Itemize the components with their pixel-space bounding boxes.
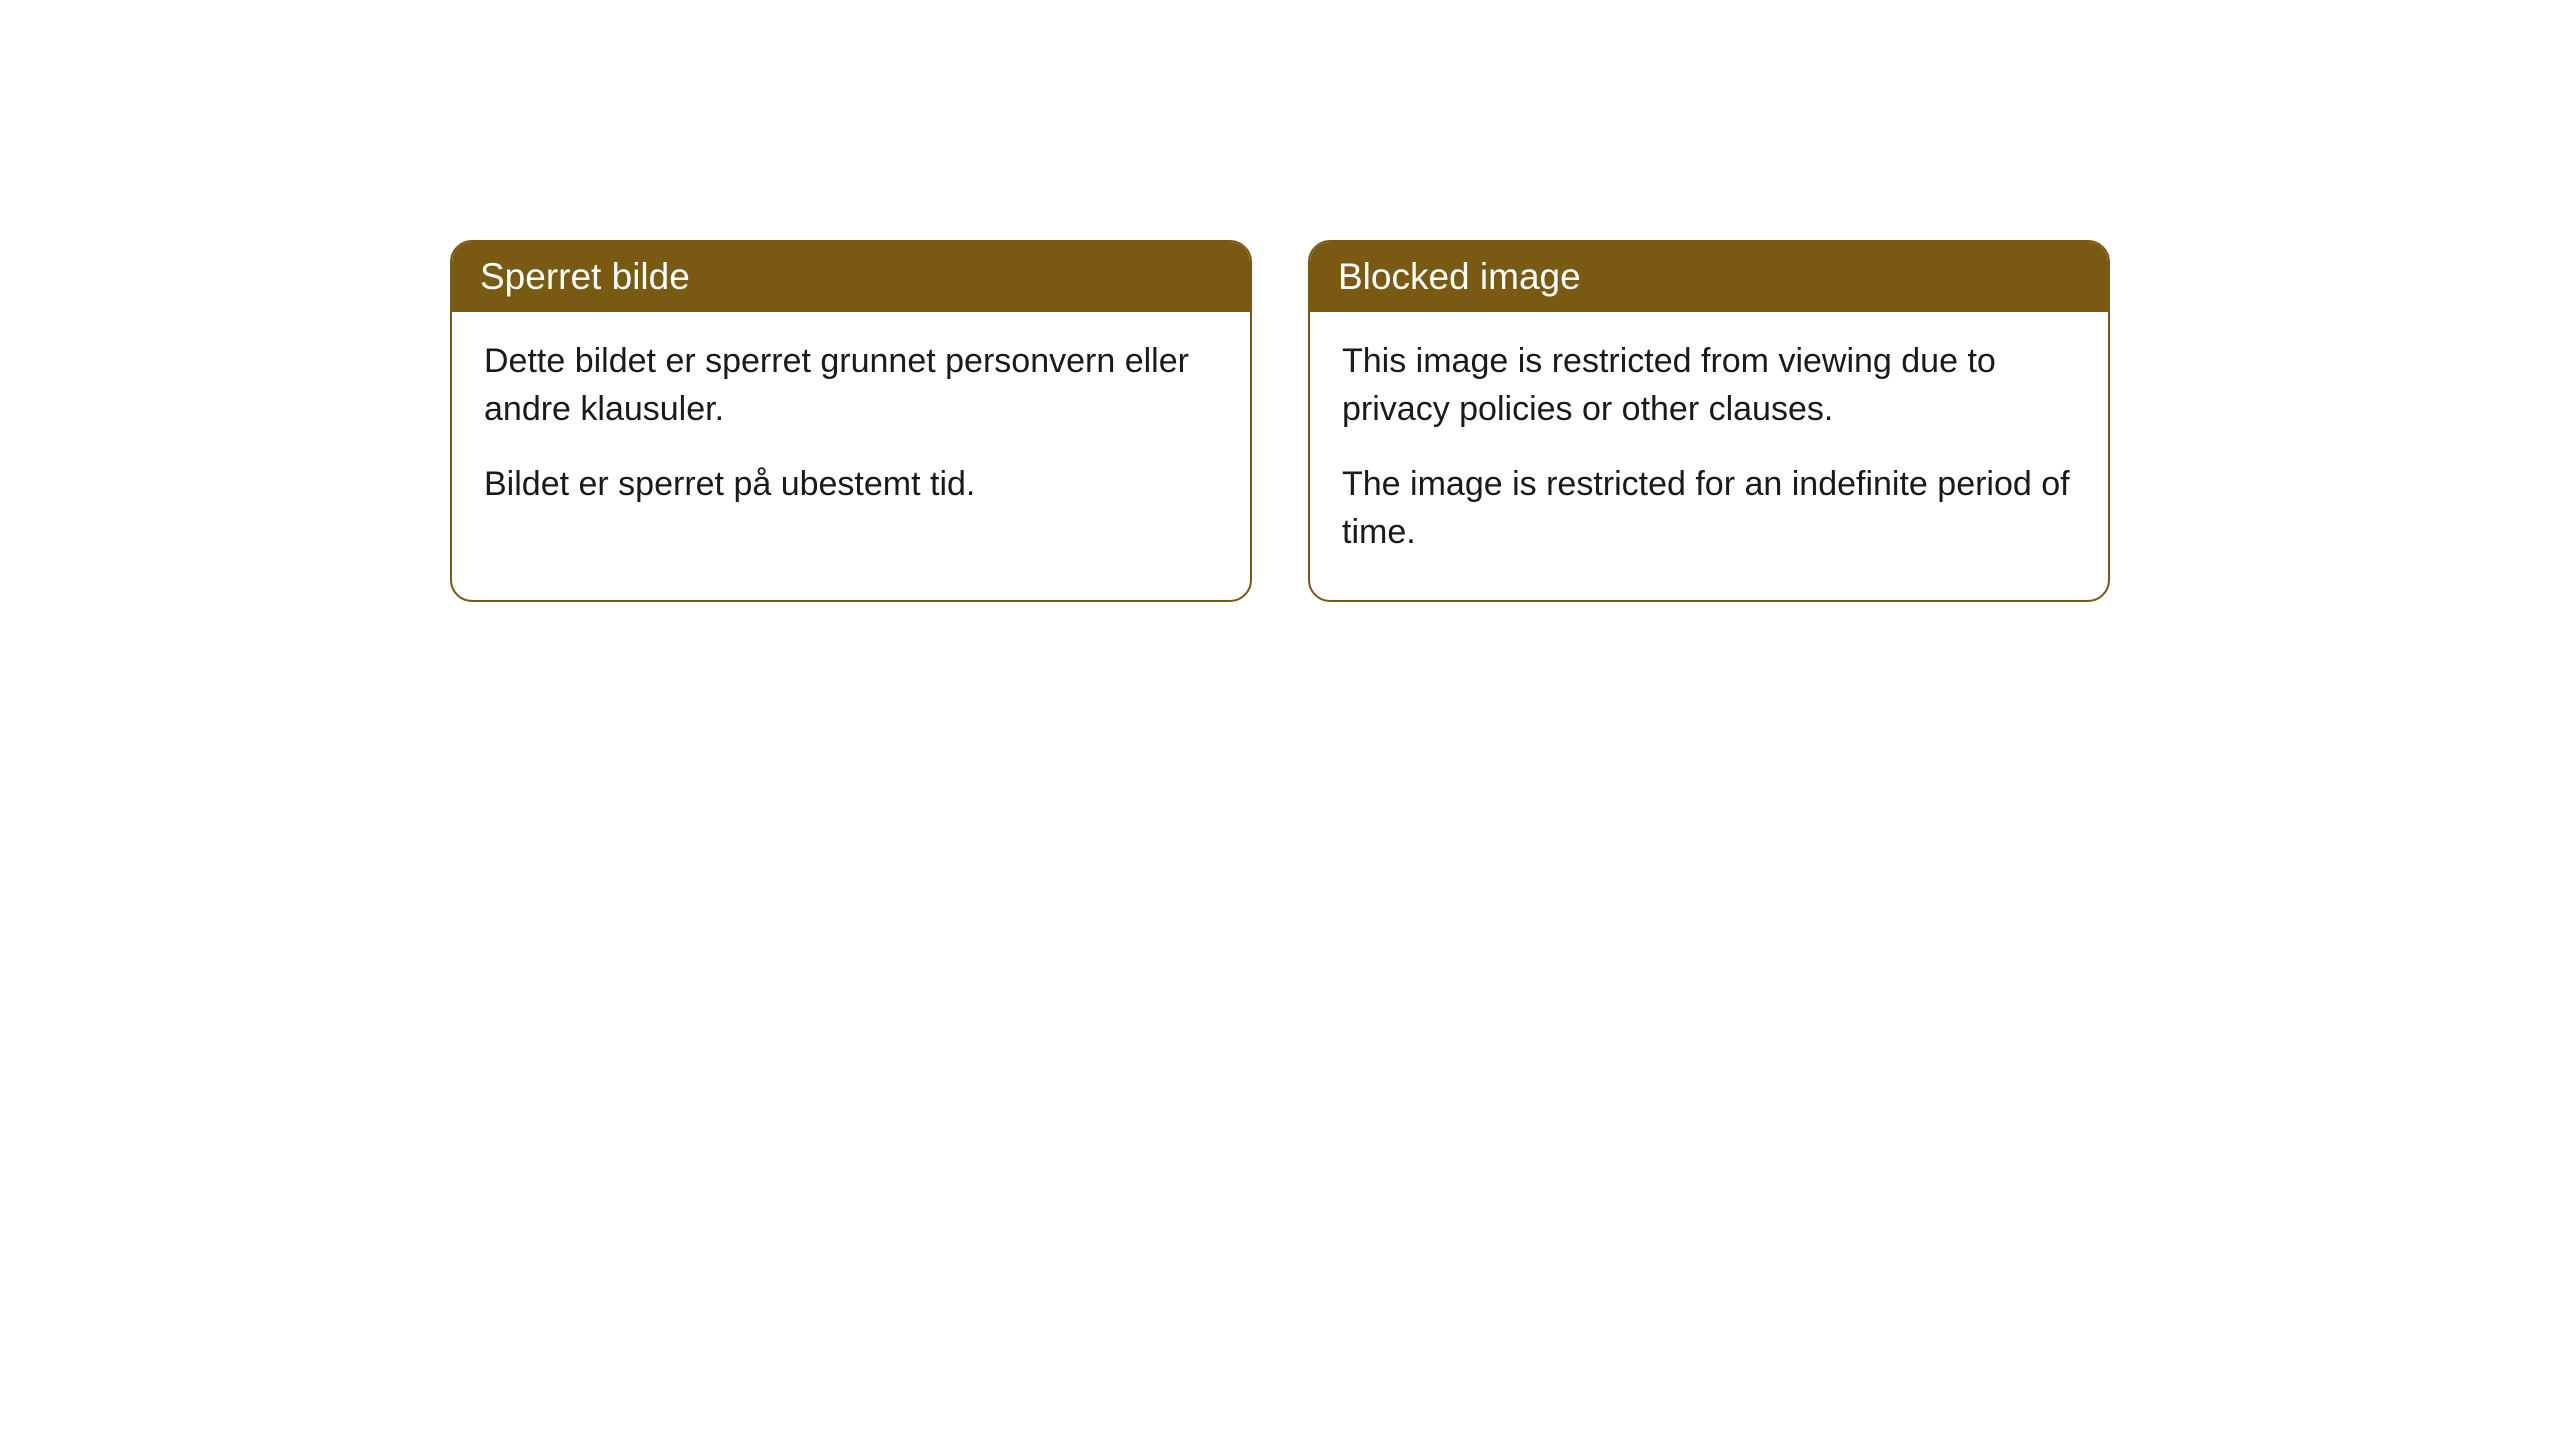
cards-container: Sperret bilde Dette bildet er sperret gr… [450,240,2560,602]
card-english: Blocked image This image is restricted f… [1308,240,2110,602]
card-header: Sperret bilde [452,242,1250,312]
card-paragraph: The image is restricted for an indefinit… [1342,461,2076,556]
card-paragraph: Dette bildet er sperret grunnet personve… [484,338,1218,433]
card-norwegian: Sperret bilde Dette bildet er sperret gr… [450,240,1252,602]
card-header: Blocked image [1310,242,2108,312]
card-paragraph: This image is restricted from viewing du… [1342,338,2076,433]
card-body: This image is restricted from viewing du… [1310,312,2108,600]
card-paragraph: Bildet er sperret på ubestemt tid. [484,461,1218,509]
card-body: Dette bildet er sperret grunnet personve… [452,312,1250,553]
